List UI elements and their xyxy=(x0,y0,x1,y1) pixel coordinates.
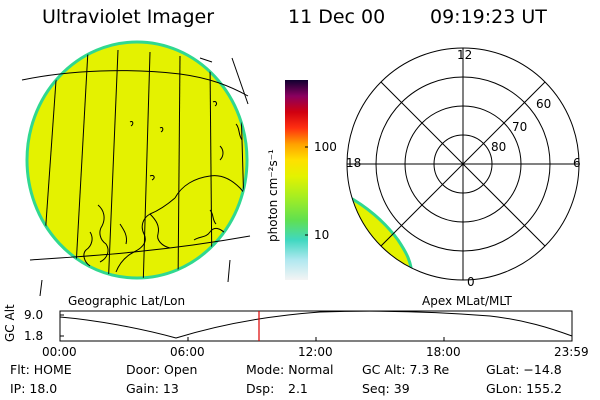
status-door: Door: Open xyxy=(126,362,198,377)
status-dsp-label: Dsp: xyxy=(246,381,275,396)
colorbar xyxy=(285,80,308,280)
mlt-label-6: 6 xyxy=(573,156,581,170)
geographic-caption: Geographic Lat/Lon xyxy=(68,294,186,308)
mlat-ring-70: 70 xyxy=(512,120,528,134)
mlt-label-12: 12 xyxy=(457,48,473,62)
status-mode: Mode: Normal xyxy=(246,362,334,377)
colorbar-unit-label: photon cm⁻²s⁻¹ xyxy=(266,149,280,242)
altitude-plot xyxy=(59,310,573,342)
time-tick-2359: 23:59 xyxy=(554,345,589,359)
altitude-curve xyxy=(59,310,573,339)
status-flight: Flt: HOME xyxy=(10,362,72,377)
time-tick-0600: 06:00 xyxy=(170,345,205,359)
apex-caption: Apex MLat/MLT xyxy=(422,294,512,308)
mlat-ring-80: 80 xyxy=(491,140,507,154)
altitude-ylabel: GC Alt xyxy=(3,304,17,342)
altitude-ytick-1-8: 1.8 xyxy=(24,329,44,343)
mlt-label-18: 18 xyxy=(346,156,362,170)
time-tick-1800: 18:00 xyxy=(426,345,461,359)
colorbar-tick-100: 100 xyxy=(314,140,337,154)
uv-emission-disk xyxy=(25,40,249,280)
status-ip: IP: 18.0 xyxy=(10,381,58,396)
graticule-outer xyxy=(21,57,251,297)
status-seq: Seq: 39 xyxy=(362,381,410,396)
status-glat: GLat: −14.8 xyxy=(486,362,562,377)
graticule xyxy=(41,49,247,278)
status-gain: Gain: 13 xyxy=(126,381,179,396)
mlt-label-0: 0 xyxy=(467,275,475,289)
time-tick-0000: 00:00 xyxy=(42,345,77,359)
geographic-image xyxy=(21,40,251,297)
app-title: Ultraviolet Imager xyxy=(42,6,215,28)
colorbar-tick-10: 10 xyxy=(314,228,330,242)
altitude-plot-frame xyxy=(59,310,573,342)
colorbar-scale xyxy=(285,80,308,280)
time-tick-1200: 12:00 xyxy=(298,345,333,359)
polar-grid xyxy=(346,47,580,281)
mlat-ring-60: 60 xyxy=(536,97,552,111)
apex-polar-plot xyxy=(346,47,580,281)
status-dsp-value: 2.1 xyxy=(288,381,308,396)
coastlines xyxy=(83,101,247,273)
altitude-ytick-9: 9.0 xyxy=(24,308,44,322)
status-glon: GLon: 155.2 xyxy=(486,381,562,396)
time-readout: 09:19:23 UT xyxy=(430,6,547,28)
status-gc-alt: GC Alt: 7.3 Re xyxy=(362,362,450,377)
date-readout: 11 Dec 00 xyxy=(288,6,386,28)
